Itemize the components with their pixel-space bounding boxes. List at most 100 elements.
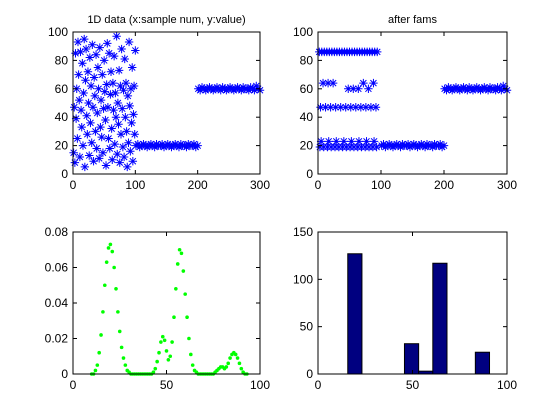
data-point [116, 81, 125, 91]
data-point [89, 73, 99, 82]
data-point [118, 104, 127, 113]
data-point [98, 148, 108, 157]
data-point [189, 139, 199, 149]
data-point [110, 249, 115, 254]
data-point [81, 76, 90, 85]
data-point [112, 265, 116, 270]
y-tick-label: 0.08 [45, 225, 69, 239]
y-tick-label: 100 [293, 25, 313, 39]
data-point [97, 132, 106, 142]
data-point [87, 138, 96, 147]
data-point [326, 103, 335, 112]
data-point [123, 162, 132, 172]
data-point [226, 361, 231, 366]
x-tick-label: 0 [70, 178, 77, 192]
data-point [116, 130, 126, 139]
data-point [346, 103, 355, 112]
data-point [110, 139, 119, 149]
data-point [76, 47, 85, 57]
data-point [228, 356, 232, 360]
data-point [119, 345, 124, 350]
data-point [127, 118, 136, 128]
y-tick-label: 0.02 [45, 332, 69, 346]
x-tick-label: 100 [250, 378, 270, 392]
data-point [78, 59, 87, 68]
subplot-density: 0 50 100 0 0.02 0.04 0.06 0.08 [45, 225, 271, 392]
data-point [235, 356, 240, 360]
data-point [96, 95, 106, 105]
data-point [99, 56, 109, 65]
axes-outline [317, 31, 508, 175]
data-point [105, 144, 114, 153]
data-point [129, 81, 139, 91]
data-point [80, 34, 89, 44]
data-point [157, 350, 161, 355]
data-point [71, 114, 81, 123]
subplot-after-fams: after fams 0 100 200 300 0 20 40 60 80 100 [293, 14, 517, 192]
data-point [100, 87, 109, 96]
data-point [439, 141, 449, 150]
data-point [420, 142, 430, 152]
data-point [323, 78, 333, 88]
data-point [70, 158, 80, 167]
data-point [101, 161, 111, 170]
y-tick-label: 60 [55, 82, 69, 96]
data-point [93, 63, 103, 72]
data-point [369, 137, 379, 146]
data-point [109, 51, 119, 61]
y-tick-label: 150 [293, 225, 313, 239]
data-point [69, 148, 78, 157]
subplot-raw-data: 1D data (x:sample num, y:value) 0 100 200 3… [48, 14, 270, 192]
y-tick-label: 40 [300, 110, 314, 124]
y-tick-label: 20 [300, 139, 314, 153]
data-point [121, 78, 131, 88]
data-point [88, 103, 98, 112]
data-point [130, 130, 139, 139]
data-point [92, 144, 101, 153]
data-point [316, 103, 325, 112]
y-tick-label: 20 [55, 139, 69, 153]
data-point [124, 138, 133, 147]
data-point [321, 103, 330, 112]
data-point [117, 329, 122, 334]
y-tick-label: 0 [306, 167, 313, 181]
data-point [318, 78, 328, 88]
y-tick-label: 100 [48, 25, 68, 39]
data-point [373, 47, 382, 57]
data-point [99, 104, 108, 113]
y-tick-label: 0.04 [45, 296, 69, 310]
data-point [216, 86, 225, 95]
data-point [403, 139, 413, 149]
data-point [119, 152, 129, 162]
data-point [120, 54, 129, 64]
data-point [79, 88, 88, 98]
data-point [116, 310, 120, 314]
x-tick-label: 0 [315, 178, 322, 192]
data-point [101, 310, 105, 314]
y-tick-label: 80 [300, 53, 314, 67]
data-point [128, 63, 137, 72]
data-point [371, 103, 381, 112]
x-tick-label: 300 [497, 178, 517, 192]
data-point [108, 78, 118, 88]
data-point [499, 81, 508, 91]
y-tick-label: 60 [300, 82, 314, 96]
data-point [104, 49, 114, 58]
data-point [224, 365, 229, 369]
data-point [250, 86, 259, 95]
data-point [124, 37, 134, 47]
data-point [379, 139, 388, 149]
data-point [179, 251, 184, 256]
data-point [104, 134, 113, 143]
data-point [93, 108, 102, 118]
data-point [93, 368, 98, 373]
data-point [428, 142, 437, 152]
data-point [129, 110, 138, 119]
data-point [88, 40, 97, 49]
data-point [185, 315, 189, 320]
data-point [239, 366, 244, 371]
data-point [121, 113, 130, 122]
data-point [102, 283, 107, 288]
data-point [78, 141, 88, 150]
data-point [316, 137, 326, 146]
